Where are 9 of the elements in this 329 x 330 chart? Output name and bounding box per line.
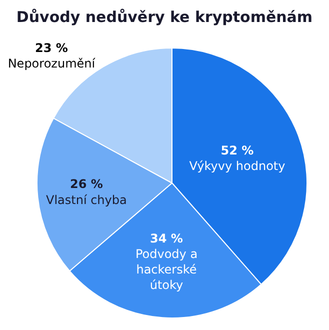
data-label: 26 % xyxy=(70,177,103,192)
slice-label: Podvody a hackerské útoky xyxy=(135,246,198,292)
data-label: 52 % xyxy=(220,144,254,158)
data-label: 34 % xyxy=(150,231,183,246)
slice-label: Vlastní chyba xyxy=(46,192,127,207)
data-label: 23 % xyxy=(35,41,68,56)
slice-label: Výkyvy hodnoty xyxy=(189,159,286,174)
slice-label: Neporozumění xyxy=(8,56,96,71)
chart-title: Důvody nedůvěry ke kryptoměnám xyxy=(16,8,313,26)
